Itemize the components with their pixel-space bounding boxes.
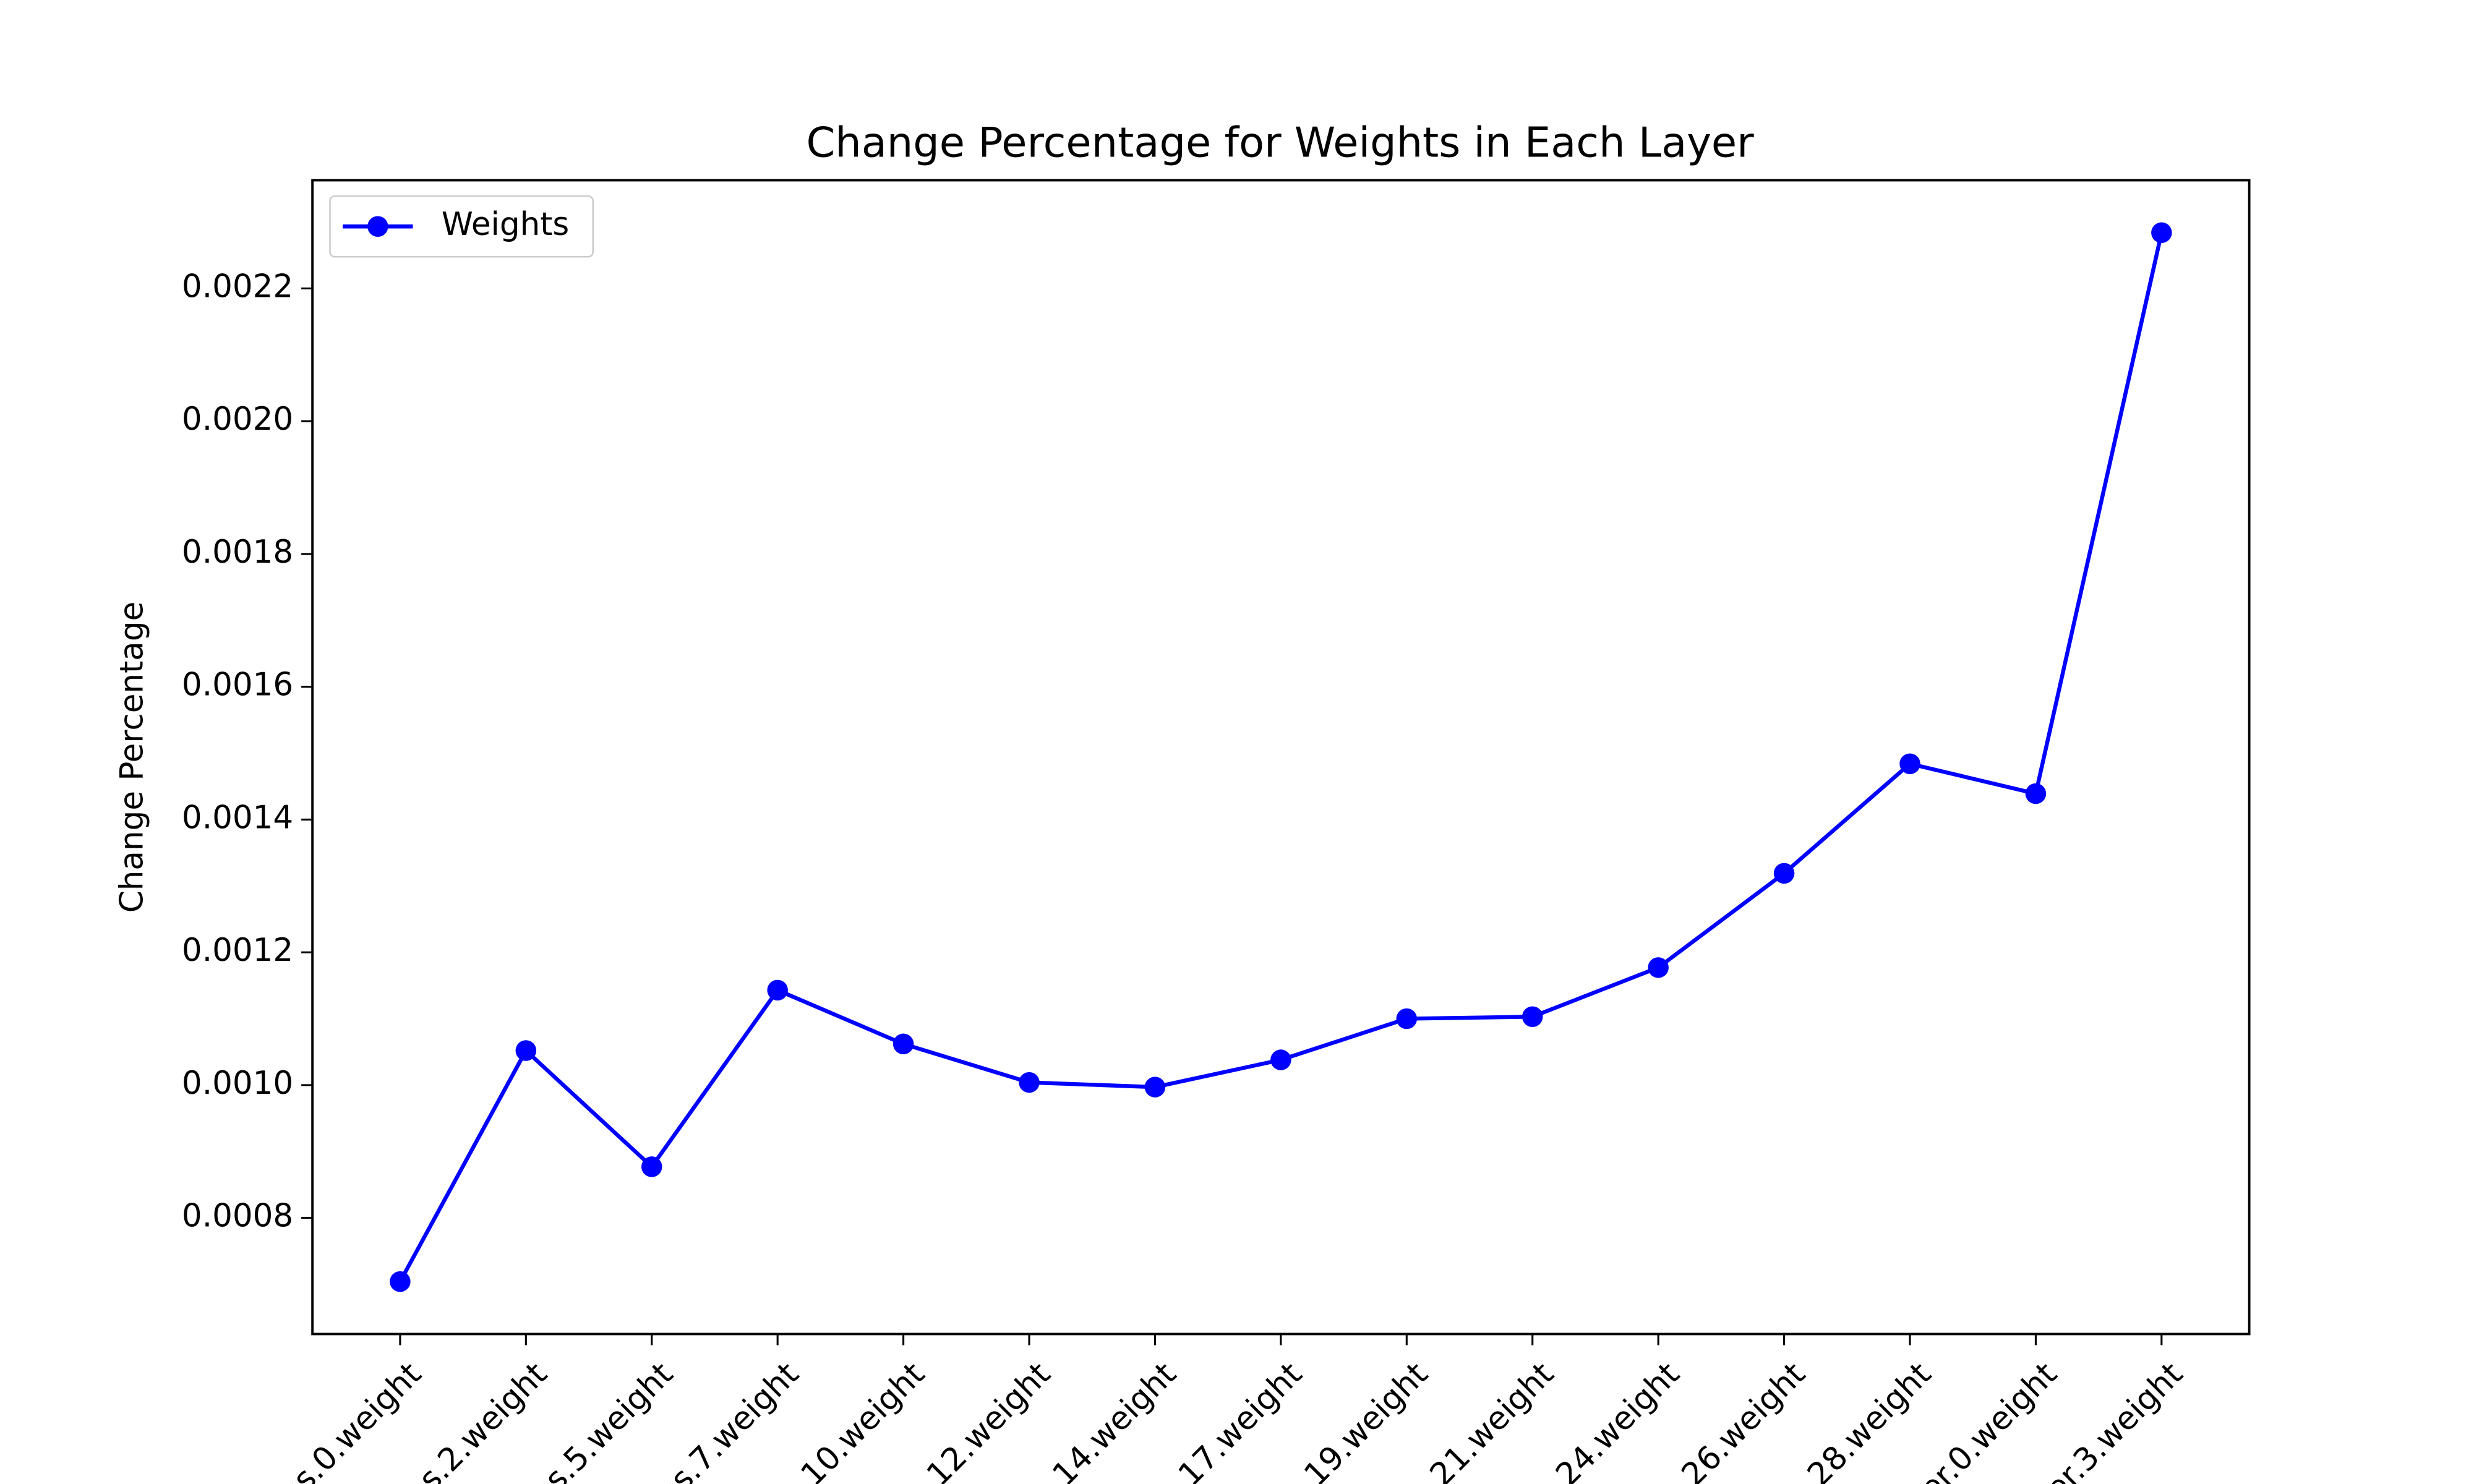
x-tick-label: .24.weight: [1541, 1355, 1687, 1484]
y-tick-label: 0.0020: [182, 401, 293, 438]
x-tick-label: .21.weight: [1416, 1355, 1561, 1484]
point: [2151, 222, 2172, 244]
point: [1270, 1049, 1291, 1070]
x-tick-label: .26.weight: [1667, 1355, 1813, 1484]
y-axis-label: Change Percentage: [113, 602, 150, 913]
x-tick-label: er.0.weight: [1912, 1355, 2065, 1484]
x-tick-label: .28.weight: [1793, 1355, 1938, 1484]
x-tick-label: es.0.weight: [272, 1355, 429, 1484]
point: [1019, 1072, 1040, 1093]
x-tick-label: .19.weight: [1290, 1355, 1436, 1484]
legend-marker: [367, 216, 388, 237]
x-tick-label: er.3.weight: [2038, 1355, 2190, 1484]
point: [1522, 1006, 1543, 1028]
y-tick-label: 0.0018: [182, 534, 293, 571]
plot-frame: [311, 179, 2251, 1336]
chart-title: Change Percentage for Weights in Each La…: [806, 118, 1754, 166]
line: [398, 232, 2164, 1283]
point: [1773, 863, 1795, 884]
x-tick-label: .17.weight: [1164, 1355, 1309, 1484]
point: [1144, 1077, 1166, 1098]
point: [641, 1156, 662, 1177]
point: [1899, 753, 1920, 774]
x-tick-label: .14.weight: [1038, 1355, 1184, 1484]
y-tick-label: 0.0022: [182, 268, 293, 305]
y-tick-label: 0.0010: [182, 1065, 293, 1102]
point: [515, 1040, 537, 1061]
x-tick-label: .10.weight: [787, 1355, 932, 1484]
x-tick-label: .12.weight: [912, 1355, 1058, 1484]
y-tick-label: 0.0014: [182, 799, 293, 836]
y-tick-label: 0.0016: [182, 667, 293, 704]
point: [892, 1033, 914, 1055]
legend-label: Weights: [442, 206, 569, 243]
point: [390, 1271, 411, 1292]
y-tick-label: 0.0008: [182, 1198, 293, 1235]
point: [1396, 1008, 1418, 1030]
point: [2025, 783, 2047, 804]
legend-box: [329, 195, 594, 258]
y-tick-label: 0.0012: [182, 932, 293, 969]
point: [767, 979, 788, 1001]
point: [1648, 957, 1669, 978]
